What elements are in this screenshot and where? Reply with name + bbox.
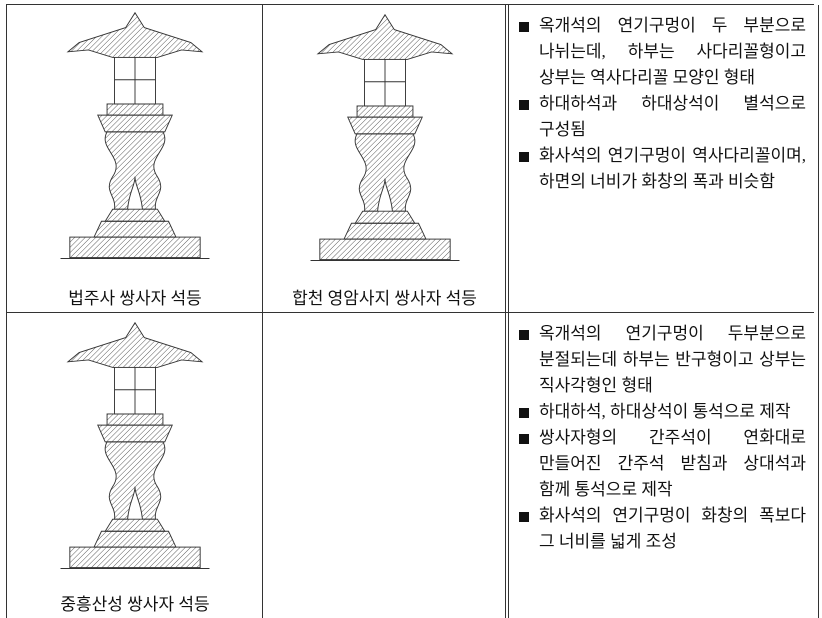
note-item: 화사석의 연기구멍이 역사다리꼴이며, 하면의 너비가 화창의 폭과 비슷함 [517, 143, 806, 195]
note-item: 옥개석의 연기구멍이 두 부분으로 나뉘는데, 하부는 사다리꼴형이고 상부는 … [517, 13, 806, 91]
note-text: 옥개석의 연기구멍이 두 부분으로 나뉘는데, 하부는 사다리꼴형이고 상부는 … [539, 16, 806, 87]
notes: 옥개석의 연기구멍이 두부분으로 분절되는데 하부는 반구형이고 상부는 직사각… [509, 313, 818, 555]
image-cell: 합천 영암사지 쌍사자 석등 [262, 5, 506, 313]
lantern-drawing [60, 319, 210, 589]
note-text: 화사석의 연기구멍이 화창의 폭보다 그 너비를 넓게 조성 [539, 506, 806, 551]
empty-cell [262, 313, 506, 618]
notes: 옥개석의 연기구멍이 두 부분으로 나뉘는데, 하부는 사다리꼴형이고 상부는 … [509, 5, 818, 195]
bullet [519, 22, 529, 32]
bullet [519, 408, 529, 418]
lantern-drawing [50, 9, 220, 279]
note-item: 화사석의 연기구멍이 화창의 폭보다 그 너비를 넓게 조성 [517, 503, 806, 555]
caption: 중흥산성 쌍사자 석등 [60, 595, 210, 614]
note-text: 옥개석의 연기구멍이 두부분으로 분절되는데 하부는 반구형이고 상부는 직사각… [539, 324, 806, 395]
bullet [519, 434, 529, 444]
image-cell: 중흥산성 쌍사자 석등 [6, 313, 263, 618]
bullet [519, 152, 529, 162]
note-text: 화사석의 연기구멍이 역사다리꼴이며, 하면의 너비가 화창의 폭과 비슷함 [539, 146, 806, 191]
note-text: 하대하석과 하대상석이 별석으로 구성됨 [539, 94, 806, 139]
table-row: 중흥산성 쌍사자 석등 옥개석의 연기구멍이 두부분으로 분절되는데 하부는 반… [6, 312, 819, 618]
note-text: 하대하석, 하대상석이 통석으로 제작 [539, 402, 791, 421]
note-item: 쌍사자형의 간주석이 연화대로 만들어진 간주석 받침과 상대석과 함께 통석으… [517, 425, 806, 503]
note-item: 하대하석, 하대상석이 통석으로 제작 [517, 399, 806, 425]
bullet [519, 512, 529, 522]
image-cell: 법주사 쌍사자 석등 [6, 5, 263, 313]
caption: 법주사 쌍사자 석등 [68, 289, 202, 308]
bullet [519, 330, 529, 340]
caption: 합천 영암사지 쌍사자 석등 [292, 289, 477, 308]
lantern-drawing [310, 11, 460, 281]
notes-cell: 옥개석의 연기구멍이 두부분으로 분절되는데 하부는 반구형이고 상부는 직사각… [505, 313, 819, 618]
table-row: 법주사 쌍사자 석등 합천 영암사지 쌍사자 석등 옥개석의 연기구멍이 두 부… [6, 4, 819, 313]
note-item: 하대하석과 하대상석이 별석으로 구성됨 [517, 91, 806, 143]
bullet [519, 100, 529, 110]
note-text: 쌍사자형의 간주석이 연화대로 만들어진 간주석 받침과 상대석과 함께 통석으… [539, 428, 806, 499]
note-item: 옥개석의 연기구멍이 두부분으로 분절되는데 하부는 반구형이고 상부는 직사각… [517, 321, 806, 399]
notes-cell: 옥개석의 연기구멍이 두 부분으로 나뉘는데, 하부는 사다리꼴형이고 상부는 … [505, 5, 819, 313]
